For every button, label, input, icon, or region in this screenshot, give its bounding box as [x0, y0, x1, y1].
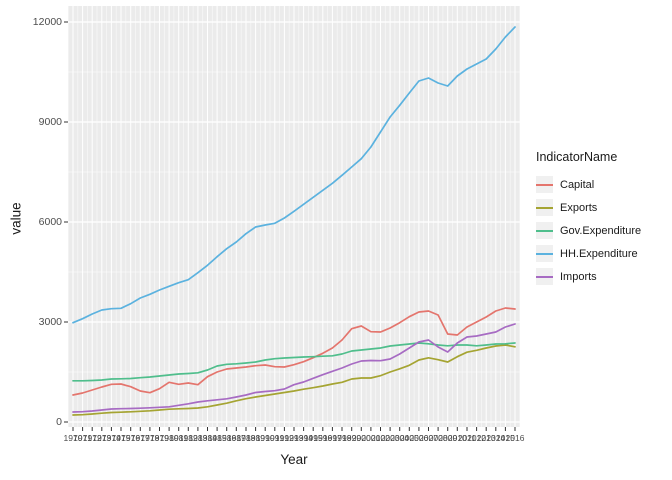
y-axis-title: value [8, 202, 24, 235]
x-axis-title: Year [280, 452, 308, 467]
x-tick-label: 1996 [313, 433, 333, 443]
x-tick-label: 2004 [390, 433, 410, 443]
legend-item-label: HH.Expenditure [560, 247, 638, 260]
x-tick-label: 2008 [428, 433, 448, 443]
legend-item-label: Capital [560, 178, 595, 191]
x-tick-label: 2006 [409, 433, 429, 443]
legend-key-line [536, 275, 553, 278]
legend-key-gov-expenditure [536, 222, 553, 239]
x-tick-label: 1980 [159, 433, 179, 443]
x-tick-label: 2007 [419, 433, 438, 443]
legend-item-hh-expenditure: HH.Expenditure [536, 242, 641, 265]
x-tick-label: 1972 [82, 433, 102, 443]
x-tick-label: 1987 [226, 433, 246, 443]
x-tick-label: 1997 [322, 433, 342, 443]
legend-item-label: Imports [560, 270, 597, 283]
x-tick-label: 2016 [505, 433, 525, 443]
x-tick-label: 1973 [92, 433, 112, 443]
legend-key-capital [536, 176, 553, 193]
x-tick-label: 2012 [467, 433, 487, 443]
x-tick-label: 1978 [140, 433, 160, 443]
series-line-imports [72, 323, 516, 413]
x-tick-label: 1971 [73, 433, 93, 443]
x-tick-label: 2013 [476, 433, 496, 443]
x-tick-label: 1975 [111, 433, 131, 443]
y-tick-label: 9000 [38, 115, 62, 128]
x-tick-label: 1982 [178, 433, 198, 443]
legend-key-line [536, 229, 553, 232]
x-tick-label: 1992 [274, 433, 294, 443]
x-tick-label: 1988 [236, 433, 256, 443]
x-tick-label: 1979 [150, 433, 169, 443]
legend: IndicatorName Capital Exports Gov.Expendit… [536, 150, 641, 288]
legend-item-imports: Imports [536, 265, 641, 288]
x-axis-ticks [72, 427, 516, 431]
legend-key-line [536, 252, 553, 255]
legend-key-imports [536, 268, 553, 285]
x-tick-label: 2002 [371, 433, 390, 443]
series-line-exports [72, 344, 516, 416]
y-tick-label: 12000 [32, 15, 62, 28]
legend-item-exports: Exports [536, 196, 641, 219]
x-tick-label: 1998 [332, 433, 352, 443]
legend-key-line [536, 183, 553, 186]
legend-item-label: Gov.Expenditure [560, 224, 642, 237]
legend-items: Capital Exports Gov.Expenditure HH.Expendit… [536, 173, 641, 288]
x-tick-label: 1986 [217, 433, 237, 443]
x-tick-label: 1981 [169, 433, 189, 443]
legend-item-label: Exports [560, 201, 598, 214]
x-tick-label: 1991 [265, 433, 285, 443]
legend-key-exports [536, 199, 553, 216]
x-tick-label: 2009 [438, 433, 458, 443]
x-tick-label: 1974 [101, 433, 121, 443]
y-tick-label: 0 [56, 415, 62, 428]
legend-item-gov-expenditure: Gov.Expenditure [536, 219, 641, 242]
x-tick-label: 1994 [294, 433, 314, 443]
x-tick-label: 1977 [130, 433, 150, 443]
x-tick-label: 1999 [342, 433, 362, 443]
x-tick-label: 2000 [351, 433, 371, 443]
x-tick-label: 1995 [303, 433, 323, 443]
legend-title: IndicatorName [536, 150, 618, 164]
x-tick-label: 1985 [207, 433, 227, 443]
y-axis-ticks [64, 21, 68, 423]
x-tick-label: 1990 [255, 433, 275, 443]
legend-item-capital: Capital [536, 173, 641, 196]
gridlines-horizontal [68, 21, 520, 423]
x-tick-label: 2001 [361, 433, 381, 443]
legend-key-line [536, 206, 553, 209]
x-tick-label: 2010 [447, 433, 467, 443]
x-tick-label: 2015 [495, 433, 515, 443]
x-tick-label: 2014 [486, 433, 506, 443]
series-line-gov-expenditure [72, 342, 516, 382]
series-line-capital [72, 307, 516, 396]
series-line-hh-expenditure [72, 26, 516, 324]
y-tick-label: 3000 [38, 315, 62, 328]
legend-key-hh-expenditure [536, 245, 553, 262]
x-tick-label: 1983 [188, 433, 208, 443]
x-tick-label: 2005 [399, 433, 419, 443]
x-tick-label: 1970 [63, 433, 83, 443]
x-tick-label: 1989 [246, 433, 266, 443]
x-tick-label: 1976 [121, 433, 141, 443]
x-tick-label: 2003 [380, 433, 400, 443]
x-tick-label: 2011 [457, 433, 477, 443]
x-tick-label: 1993 [284, 433, 304, 443]
y-tick-label: 6000 [38, 215, 62, 228]
x-tick-label: 1984 [198, 433, 217, 443]
